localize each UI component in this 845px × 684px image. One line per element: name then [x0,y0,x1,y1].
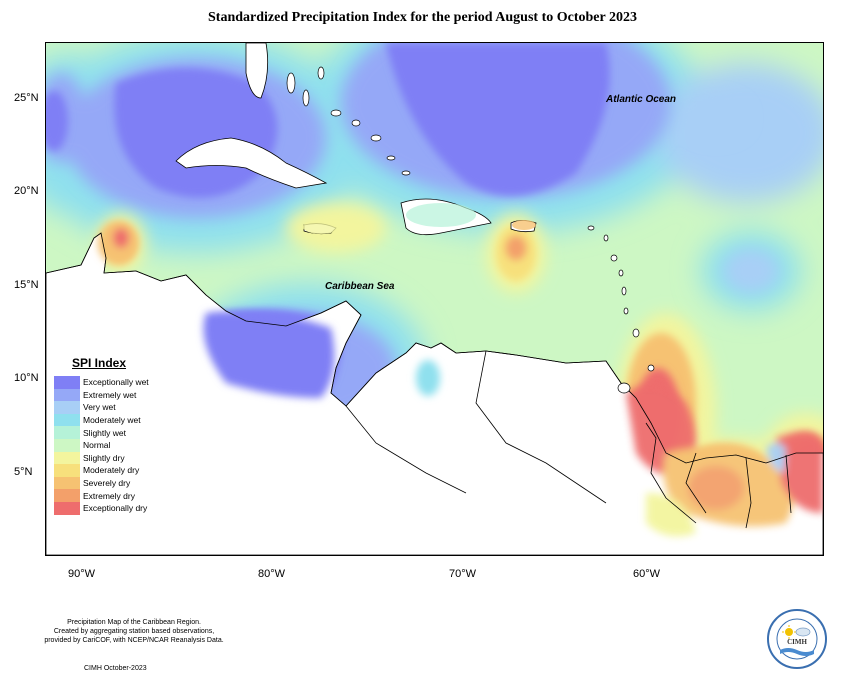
legend-row: Normal [54,438,164,452]
legend-row: Exceptionally dry [54,501,164,515]
legend-row: Extremely dry [54,489,164,502]
coastlines [46,232,823,529]
legend-label: Exceptionally dry [83,503,148,514]
legend-label: Moderately dry [83,465,140,476]
maracaibo-spi [416,360,440,396]
yucatan-spi [98,221,138,265]
lat-tick-15: 15°N [14,279,39,291]
lesser-antilles [587,225,655,394]
legend-swatch [54,376,80,389]
cimh-logo: CIMH [766,608,828,670]
legend-row: Moderately wet [54,413,164,427]
legend-row: Moderately dry [54,464,164,477]
lon-tick-80: 80°W [258,568,286,580]
legend-label: Severely dry [83,478,131,489]
legend-row: Severely dry [54,476,164,490]
legend-swatch [54,476,80,490]
legend-label: Moderately wet [83,415,141,426]
legend-swatch [54,426,80,439]
legend-row: Exceptionally wet [54,376,164,389]
legend-swatch [54,501,80,515]
legend-row: Slightly wet [54,426,164,439]
legend-swatch [54,388,80,402]
spi-map-canvas [46,43,823,555]
legend-label: Normal [83,440,111,451]
legend-swatch [54,464,80,477]
atlantic-ocean-label: Atlantic Ocean [606,94,677,105]
spi-legend: SPI Index Exceptionally wet Extremely wet… [54,356,164,515]
lat-tick-10: 10°N [14,372,39,384]
caribbean-sea-label: Caribbean Sea [325,281,395,292]
lon-tick-60: 60°W [633,568,661,580]
legend-row: Extremely wet [54,388,164,402]
legend-swatch [54,451,80,465]
legend-swatch [54,413,80,427]
hispaniola-spi [406,203,476,227]
caption-line-1: Precipitation Map of the Caribbean Regio… [67,619,201,626]
legend-row: Slightly dry [54,451,164,465]
lat-tick-5: 5°N [14,466,33,478]
sun-icon [785,628,793,636]
legend-rows: Exceptionally wet Extremely wet Very wet Mo… [54,376,164,515]
lon-tick-70: 70°W [449,568,477,580]
legend-label: Extremely wet [83,389,137,400]
issue-date: CIMH October-2023 [84,665,147,672]
legend-label: Exceptionally wet [83,377,149,388]
lon-tick-90: 90°W [68,568,96,580]
puerto-rico-spi [512,220,536,230]
map-title: Standardized Precipitation Index for the… [208,10,637,25]
spi-map [45,42,824,556]
legend-swatch [54,401,80,414]
logo-text: CIMH [787,638,807,646]
legend-swatch [54,438,80,452]
waves-icon [780,648,814,656]
legend-swatch [54,489,80,502]
legend-title: SPI Index [72,356,127,370]
land-spi-overlay [626,385,823,537]
legend-label: Slightly wet [83,427,126,438]
jamaica-spi [303,220,339,234]
lat-tick-20: 20°N [14,185,39,197]
lat-tick-25: 25°N [14,92,39,104]
legend-label: Extremely dry [83,490,135,501]
map-caption: Precipitation Map of the Caribbean Regio… [14,618,254,645]
legend-label: Very wet [83,402,116,413]
cimh-logo-graphic: CIMH [767,609,827,669]
central-america-spi [203,310,335,398]
caption-line-2: Created by aggregating station based obs… [53,628,215,635]
legend-row: Very wet [54,401,164,414]
legend-label: Slightly dry [83,452,125,463]
cloud-icon [795,627,811,637]
bahamas [286,66,411,176]
caption-line-3: provided by CariCOF, with NCEP/NCAR Rean… [44,637,224,644]
